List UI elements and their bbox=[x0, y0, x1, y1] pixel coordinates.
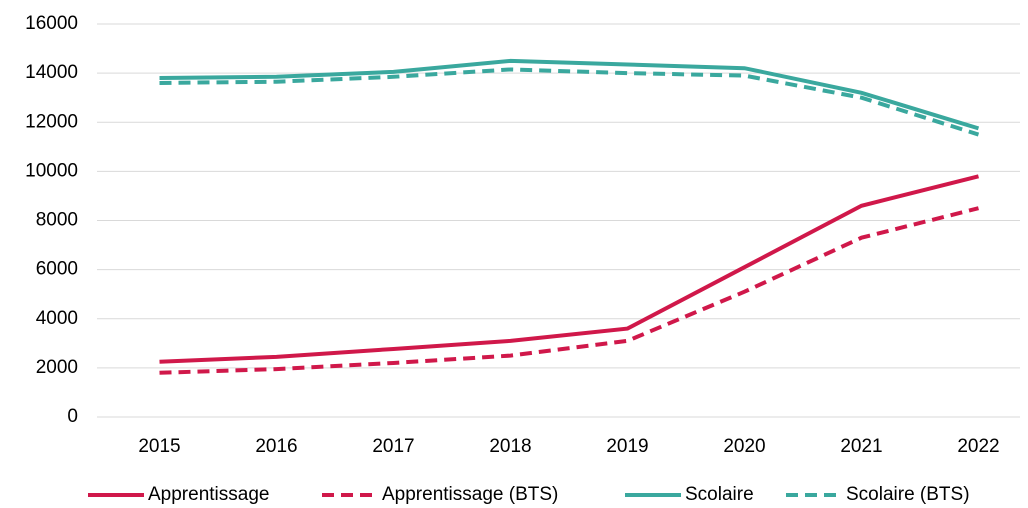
x-tick-label: 2019 bbox=[606, 436, 648, 457]
y-tick-label: 10000 bbox=[25, 160, 78, 181]
x-tick-label: 2016 bbox=[255, 436, 297, 457]
y-tick-label: 2000 bbox=[36, 357, 78, 378]
x-tick-label: 2018 bbox=[489, 436, 531, 457]
y-tick-label: 8000 bbox=[36, 210, 78, 231]
series-line bbox=[159, 67, 980, 137]
y-tick-label: 6000 bbox=[36, 259, 78, 280]
series-line bbox=[159, 174, 979, 364]
x-tick-label: 2017 bbox=[372, 436, 414, 457]
series-line bbox=[159, 58, 980, 131]
y-tick-label: 4000 bbox=[36, 308, 78, 329]
y-tick-label: 0 bbox=[67, 406, 78, 427]
legend-label: Apprentissage (BTS) bbox=[382, 484, 558, 505]
series-line bbox=[159, 206, 979, 375]
x-tick-label: 2021 bbox=[840, 436, 882, 457]
legend-label: Apprentissage bbox=[148, 484, 269, 505]
y-tick-label: 12000 bbox=[25, 111, 78, 132]
y-tick-label: 16000 bbox=[25, 13, 78, 34]
y-tick-label: 14000 bbox=[25, 62, 78, 83]
x-tick-label: 2020 bbox=[723, 436, 765, 457]
legend-label: Scolaire bbox=[685, 484, 754, 505]
x-tick-label: 2022 bbox=[957, 436, 999, 457]
x-tick-label: 2015 bbox=[138, 436, 180, 457]
legend-label: Scolaire (BTS) bbox=[846, 484, 970, 505]
